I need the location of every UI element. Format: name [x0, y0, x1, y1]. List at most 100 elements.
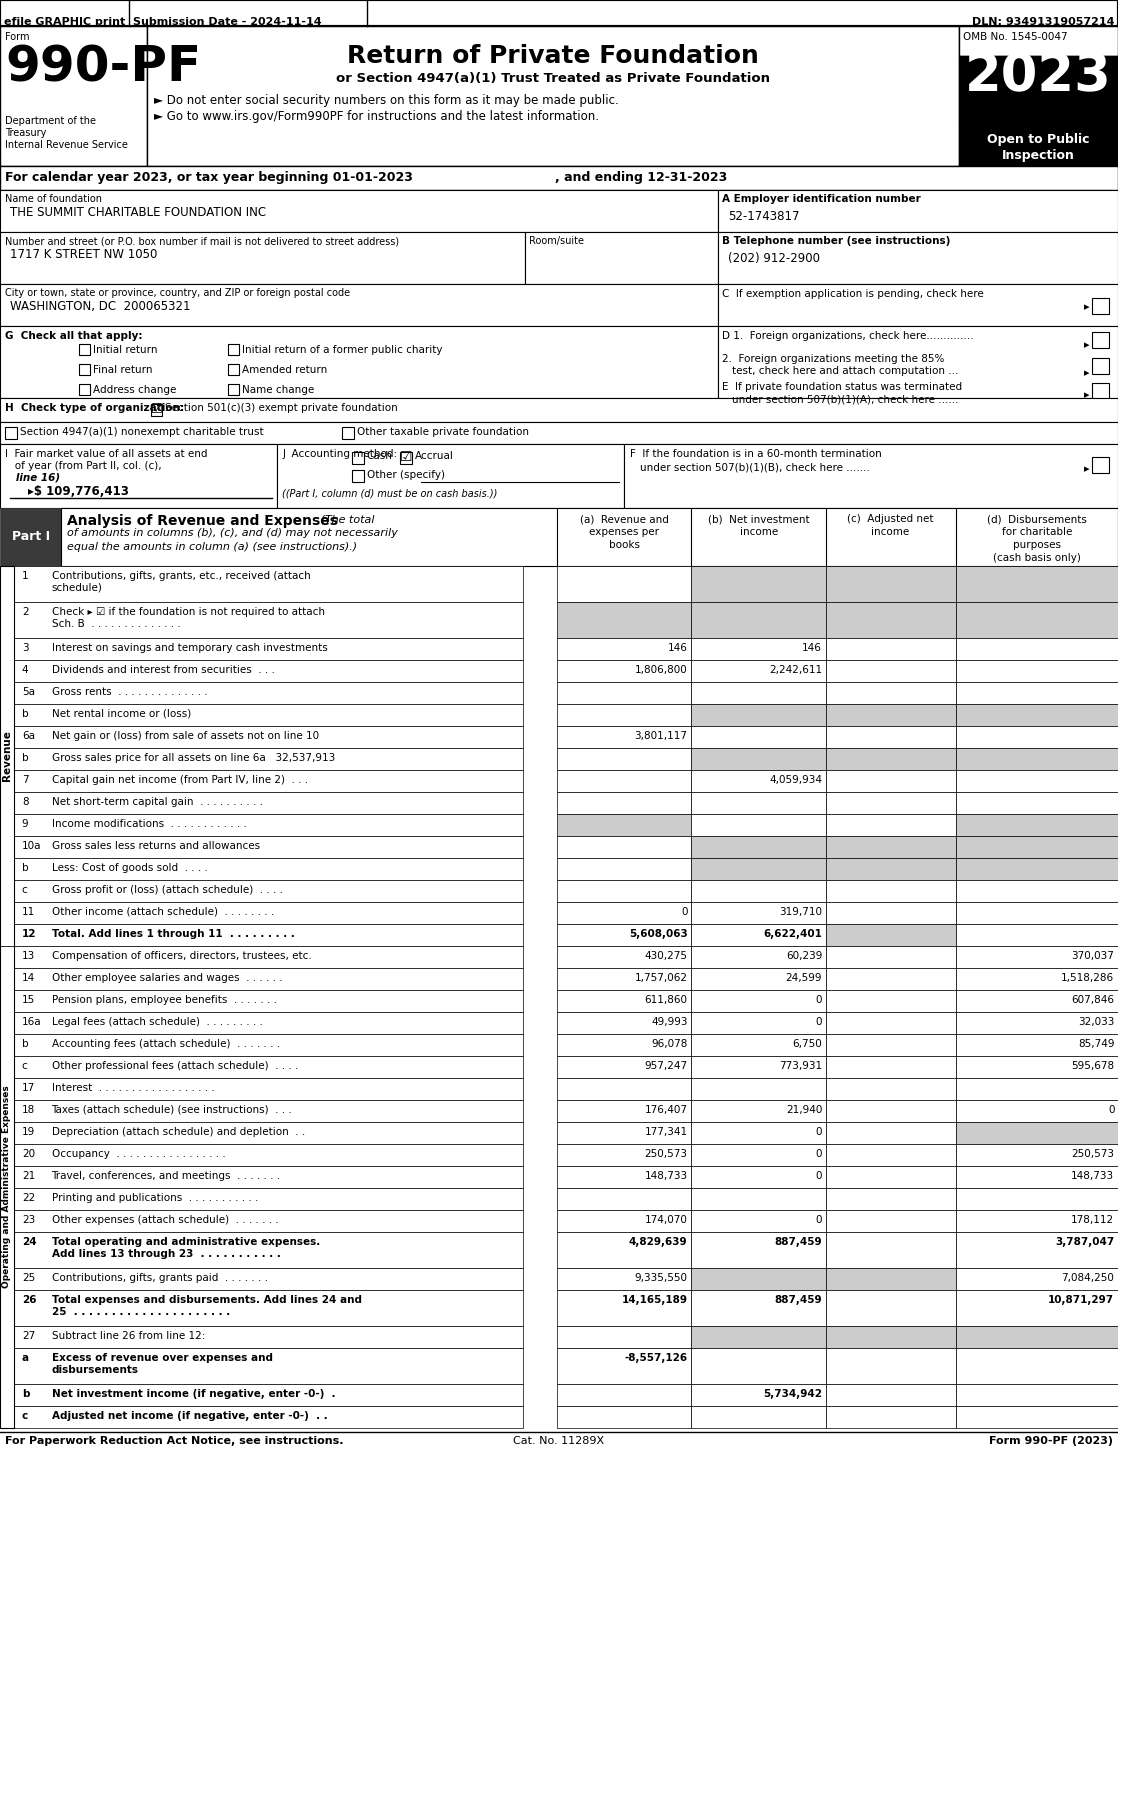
Text: Total. Add lines 1 through 11  . . . . . . . . .: Total. Add lines 1 through 11 . . . . . …: [52, 930, 295, 939]
Text: Pension plans, employee benefits  . . . . . . .: Pension plans, employee benefits . . . .…: [52, 994, 277, 1005]
Bar: [14, 967, 523, 991]
Text: b: b: [21, 708, 28, 719]
Bar: [342, 426, 353, 439]
Text: b: b: [21, 753, 28, 762]
Text: Interest  . . . . . . . . . . . . . . . . . .: Interest . . . . . . . . . . . . . . . .…: [52, 1082, 215, 1093]
Text: 1,806,800: 1,806,800: [634, 665, 688, 674]
Bar: [14, 924, 523, 946]
Bar: [956, 836, 1119, 858]
Bar: [691, 836, 826, 858]
Bar: [956, 967, 1119, 991]
Text: Part I: Part I: [11, 530, 50, 543]
Bar: [557, 924, 691, 946]
Bar: [557, 1325, 691, 1348]
Text: 4: 4: [21, 665, 28, 674]
Bar: [14, 1384, 523, 1406]
Bar: [691, 1406, 826, 1428]
Bar: [14, 1348, 523, 1384]
Bar: [691, 1034, 826, 1055]
Text: 2023: 2023: [964, 50, 1112, 102]
Text: Taxes (attach schedule) (see instructions)  . . .: Taxes (attach schedule) (see instruction…: [52, 1106, 292, 1115]
Bar: [691, 1055, 826, 1079]
Bar: [826, 660, 956, 681]
Text: Total operating and administrative expenses.: Total operating and administrative expen…: [52, 1237, 320, 1248]
Text: -8,557,126: -8,557,126: [624, 1354, 688, 1363]
Bar: [14, 858, 523, 879]
Bar: [691, 566, 826, 602]
Text: ▸$ 109,776,413: ▸$ 109,776,413: [28, 485, 129, 498]
Text: 24,599: 24,599: [786, 973, 822, 984]
Text: 10a: 10a: [21, 841, 42, 850]
Text: (202) 912-2900: (202) 912-2900: [728, 252, 820, 264]
Text: 18: 18: [21, 1106, 35, 1115]
Text: of amounts in columns (b), (c), and (d) may not necessarily: of amounts in columns (b), (c), and (d) …: [68, 529, 399, 538]
Text: 3,787,047: 3,787,047: [1056, 1237, 1114, 1248]
Bar: [826, 879, 956, 903]
Bar: [0, 566, 14, 946]
Bar: [956, 858, 1119, 879]
Bar: [557, 602, 691, 638]
Bar: [956, 1165, 1119, 1188]
Bar: [14, 681, 523, 705]
Text: 5a: 5a: [21, 687, 35, 698]
Bar: [956, 903, 1119, 924]
Text: Depreciation (attach schedule) and depletion  . .: Depreciation (attach schedule) and deple…: [52, 1127, 305, 1136]
Bar: [691, 1232, 826, 1268]
Bar: [0, 444, 278, 509]
Text: 9,335,550: 9,335,550: [634, 1273, 688, 1284]
Bar: [0, 284, 718, 325]
Text: Section 501(c)(3) exempt private foundation: Section 501(c)(3) exempt private foundat…: [166, 403, 399, 414]
Bar: [0, 946, 14, 1428]
Bar: [826, 991, 956, 1012]
Text: A Employer identification number: A Employer identification number: [723, 194, 921, 203]
Bar: [79, 363, 90, 376]
Text: ☑: ☑: [150, 403, 163, 415]
Bar: [557, 566, 691, 602]
Bar: [718, 191, 1119, 232]
Bar: [14, 1232, 523, 1268]
Bar: [624, 444, 1119, 509]
Text: 250,573: 250,573: [645, 1149, 688, 1160]
Text: (d)  Disbursements: (d) Disbursements: [987, 514, 1087, 523]
Bar: [14, 1210, 523, 1232]
Bar: [826, 681, 956, 705]
Text: 49,993: 49,993: [651, 1018, 688, 1027]
Bar: [557, 903, 691, 924]
Text: (b)  Net investment: (b) Net investment: [708, 514, 809, 523]
Text: books: books: [609, 539, 639, 550]
Bar: [14, 1268, 523, 1289]
Text: income: income: [872, 527, 910, 538]
Bar: [557, 1188, 691, 1210]
Bar: [691, 1122, 826, 1144]
Text: 19: 19: [21, 1127, 35, 1136]
Text: ((Part I, column (d) must be on cash basis.)): ((Part I, column (d) must be on cash bas…: [282, 487, 498, 498]
Bar: [826, 1232, 956, 1268]
Bar: [557, 991, 691, 1012]
Bar: [826, 1100, 956, 1122]
Bar: [557, 681, 691, 705]
Text: Name of foundation: Name of foundation: [5, 194, 102, 203]
Text: a: a: [21, 1354, 29, 1363]
Bar: [557, 1348, 691, 1384]
Bar: [826, 748, 956, 770]
Text: 14,165,189: 14,165,189: [621, 1295, 688, 1305]
Text: ► Do not enter social security numbers on this form as it may be made public.: ► Do not enter social security numbers o…: [154, 93, 619, 108]
Text: for charitable: for charitable: [1001, 527, 1073, 538]
Bar: [956, 1210, 1119, 1232]
Bar: [956, 1144, 1119, 1165]
Text: b: b: [21, 1390, 29, 1399]
Text: Check ▸ ☑ if the foundation is not required to attach: Check ▸ ☑ if the foundation is not requi…: [52, 608, 324, 617]
Text: 0: 0: [815, 1215, 822, 1224]
Bar: [956, 924, 1119, 946]
Text: 6,622,401: 6,622,401: [763, 930, 822, 939]
Bar: [956, 879, 1119, 903]
Text: Net gain or (loss) from sale of assets not on line 10: Net gain or (loss) from sale of assets n…: [52, 732, 318, 741]
Text: 2: 2: [21, 608, 28, 617]
Text: 32,033: 32,033: [1078, 1018, 1114, 1027]
Text: Excess of revenue over expenses and: Excess of revenue over expenses and: [52, 1354, 272, 1363]
Bar: [14, 602, 523, 638]
Bar: [557, 946, 691, 967]
Bar: [61, 509, 1119, 566]
Text: Name change: Name change: [242, 385, 314, 396]
Text: 13: 13: [21, 951, 35, 960]
